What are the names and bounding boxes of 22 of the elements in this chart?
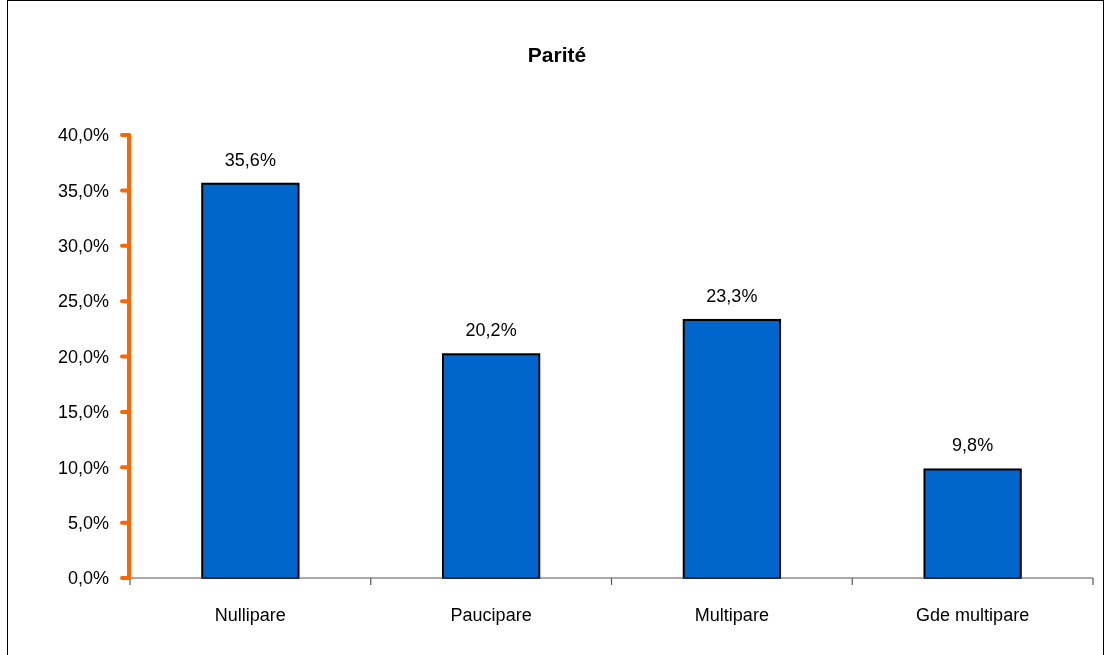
bar — [441, 353, 541, 579]
bar — [923, 468, 1022, 579]
x-tick-label: Multipare — [694, 605, 769, 625]
y-tick-label: 10,0% — [57, 457, 109, 478]
data-label: 35,6% — [224, 149, 276, 170]
data-label: 9,8% — [952, 435, 994, 456]
x-tick-label: Gde multipare — [916, 605, 1030, 625]
x-tick-label: Paucipare — [450, 605, 532, 625]
y-tick-label: 35,0% — [57, 180, 109, 201]
data-label: 20,2% — [465, 320, 517, 341]
y-tick-label: 0,0% — [67, 568, 109, 589]
bar — [682, 318, 782, 579]
y-tick-label: 30,0% — [57, 236, 109, 257]
x-tick-label: Nullipare — [214, 605, 286, 625]
y-tick-label: 40,0% — [57, 125, 109, 146]
bar — [201, 182, 300, 579]
data-label: 23,3% — [706, 285, 758, 306]
y-tick-label: 20,0% — [57, 346, 109, 367]
y-tick-label: 25,0% — [57, 291, 109, 312]
chart-title: Parité — [527, 43, 587, 66]
y-tick-label: 5,0% — [67, 512, 109, 533]
y-tick-label: 15,0% — [57, 402, 109, 423]
